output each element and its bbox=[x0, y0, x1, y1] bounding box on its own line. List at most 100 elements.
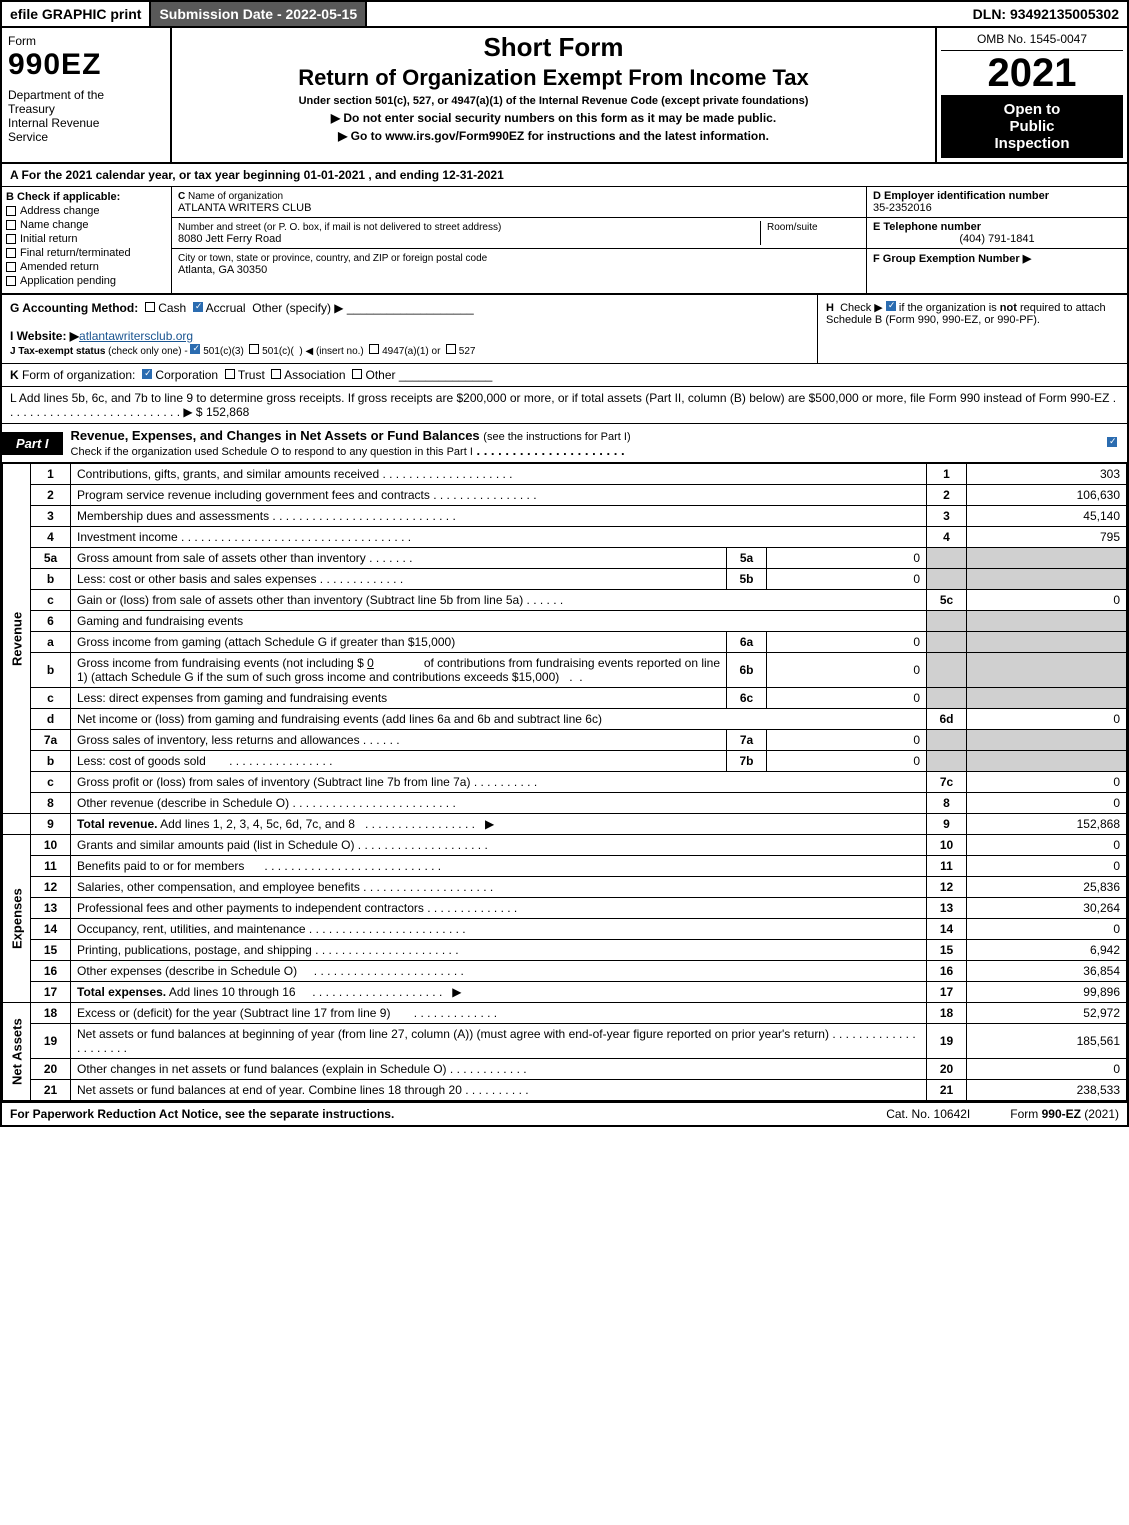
part-1-title: Revenue, Expenses, and Changes in Net As… bbox=[63, 424, 639, 462]
submission-date: Submission Date - 2022-05-15 bbox=[151, 2, 367, 26]
line-17: 17 Total expenses. Add lines 10 through … bbox=[3, 982, 1127, 1003]
city-value: Atlanta, GA 30350 bbox=[178, 264, 267, 276]
section-h: H Check ▶ if the organization is not req… bbox=[817, 295, 1127, 363]
ein-label: D Employer identification number bbox=[873, 190, 1049, 202]
org-name-label: C Name of organization bbox=[178, 191, 283, 202]
line-8: 8 Other revenue (describe in Schedule O)… bbox=[3, 793, 1127, 814]
row-a-tax-year: A For the 2021 calendar year, or tax yea… bbox=[2, 164, 1127, 187]
line-7a: 7a Gross sales of inventory, less return… bbox=[3, 730, 1127, 751]
city-row: City or town, state or province, country… bbox=[172, 249, 866, 279]
dln: DLN: 93492135005302 bbox=[965, 2, 1127, 26]
line-14: 14 Occupancy, rent, utilities, and maint… bbox=[3, 919, 1127, 940]
row-l-amount: 152,868 bbox=[206, 405, 249, 419]
part-1-checkbox[interactable] bbox=[1107, 436, 1127, 450]
checkbox-amended-return[interactable]: Amended return bbox=[6, 261, 167, 273]
line-2: 2 Program service revenue including gove… bbox=[3, 485, 1127, 506]
street-value: 8080 Jett Ferry Road bbox=[178, 233, 281, 245]
line-5a: 5a Gross amount from sale of assets othe… bbox=[3, 548, 1127, 569]
header-left: Form 990EZ Department of theTreasuryInte… bbox=[2, 28, 172, 162]
net-assets-label: Net Assets bbox=[3, 1003, 31, 1101]
section-g: G Accounting Method: Cash Accrual Other … bbox=[2, 295, 817, 363]
line-20: 20 Other changes in net assets or fund b… bbox=[3, 1059, 1127, 1080]
website-label: I Website: ▶ bbox=[10, 329, 79, 343]
form-990ez-page: efile GRAPHIC print Submission Date - 20… bbox=[0, 0, 1129, 1127]
line-6: 6 Gaming and fundraising events bbox=[3, 611, 1127, 632]
part-1-label: Part I bbox=[2, 432, 63, 455]
section-b-header: B Check if applicable: bbox=[6, 191, 167, 203]
header-right: OMB No. 1545-0047 2021 Open toPublicInsp… bbox=[937, 28, 1127, 162]
goto-link[interactable]: ▶ Go to www.irs.gov/Form990EZ for instru… bbox=[180, 129, 927, 143]
department: Department of theTreasuryInternal Revenu… bbox=[8, 88, 164, 144]
footer-form-ref: Form 990-EZ (2021) bbox=[1010, 1107, 1119, 1121]
tax-year: 2021 bbox=[941, 53, 1123, 93]
line-13: 13 Professional fees and other payments … bbox=[3, 898, 1127, 919]
form-header: Form 990EZ Department of theTreasuryInte… bbox=[2, 28, 1127, 164]
expenses-label: Expenses bbox=[3, 835, 31, 1003]
row-l: L Add lines 5b, 6c, and 7b to line 9 to … bbox=[2, 387, 1127, 424]
line-6d: d Net income or (loss) from gaming and f… bbox=[3, 709, 1127, 730]
room-suite-label: Room/suite bbox=[767, 222, 818, 233]
line-15: 15 Printing, publications, postage, and … bbox=[3, 940, 1127, 961]
cash-checkbox[interactable] bbox=[145, 302, 155, 312]
line-18: Net Assets 18 Excess or (deficit) for th… bbox=[3, 1003, 1127, 1024]
phone-label: E Telephone number bbox=[873, 221, 981, 233]
section-c: C Name of organization ATLANTA WRITERS C… bbox=[172, 187, 867, 293]
org-name-row: C Name of organization ATLANTA WRITERS C… bbox=[172, 187, 866, 218]
page-footer: For Paperwork Reduction Act Notice, see … bbox=[2, 1101, 1127, 1125]
accrual-checkbox[interactable] bbox=[193, 302, 203, 312]
org-name: ATLANTA WRITERS CLUB bbox=[178, 202, 311, 214]
line-6b: b Gross income from fundraising events (… bbox=[3, 653, 1127, 688]
no-ssn-note: ▶ Do not enter social security numbers o… bbox=[180, 111, 927, 125]
section-e: E Telephone number (404) 791-1841 bbox=[867, 218, 1127, 249]
revenue-label: Revenue bbox=[3, 464, 31, 814]
top-bar: efile GRAPHIC print Submission Date - 20… bbox=[2, 2, 1127, 28]
short-form-title: Short Form bbox=[180, 32, 927, 63]
section-f: F Group Exemption Number ▶ bbox=[867, 249, 1127, 268]
under-section: Under section 501(c), 527, or 4947(a)(1)… bbox=[180, 95, 927, 107]
footer-left: For Paperwork Reduction Act Notice, see … bbox=[10, 1107, 394, 1121]
omb-number: OMB No. 1545-0047 bbox=[941, 32, 1123, 51]
row-k: K Form of organization: Corporation Trus… bbox=[2, 364, 1127, 387]
open-to-public: Open toPublicInspection bbox=[941, 95, 1123, 158]
irs-link[interactable]: www.irs.gov/Form990EZ bbox=[385, 129, 524, 143]
checkbox-name-change[interactable]: Name change bbox=[6, 219, 167, 231]
checkbox-final-return[interactable]: Final return/terminated bbox=[6, 247, 167, 259]
line-19: 19 Net assets or fund balances at beginn… bbox=[3, 1024, 1127, 1059]
group-exemption-label: F Group Exemption Number ▶ bbox=[873, 253, 1031, 265]
line-10: Expenses 10 Grants and similar amounts p… bbox=[3, 835, 1127, 856]
form-label: Form bbox=[8, 34, 164, 48]
corporation-checkbox[interactable] bbox=[142, 369, 152, 379]
line-9: 9 Total revenue. Add lines 1, 2, 3, 4, 5… bbox=[3, 814, 1127, 835]
checkbox-application-pending[interactable]: Application pending bbox=[6, 275, 167, 287]
part-1-table: Revenue 1 Contributions, gifts, grants, … bbox=[2, 463, 1127, 1101]
city-label: City or town, state or province, country… bbox=[178, 253, 487, 264]
phone-value: (404) 791-1841 bbox=[873, 233, 1121, 245]
501c3-checkbox[interactable] bbox=[190, 344, 200, 354]
return-title: Return of Organization Exempt From Incom… bbox=[180, 65, 927, 91]
form-number: 990EZ bbox=[8, 48, 164, 82]
checkbox-initial-return[interactable]: Initial return bbox=[6, 233, 167, 245]
line-12: 12 Salaries, other compensation, and emp… bbox=[3, 877, 1127, 898]
part-1-check-text: Check if the organization used Schedule … bbox=[71, 446, 473, 458]
section-b-through-f: B Check if applicable: Address change Na… bbox=[2, 187, 1127, 295]
row-l-text: L Add lines 5b, 6c, and 7b to line 9 to … bbox=[10, 391, 1116, 419]
line-6c: c Less: direct expenses from gaming and … bbox=[3, 688, 1127, 709]
schedule-b-checkbox[interactable] bbox=[886, 301, 896, 311]
line-11: 11 Benefits paid to or for members . . .… bbox=[3, 856, 1127, 877]
row-j: J Tax-exempt status (check only one) - 5… bbox=[10, 346, 475, 357]
checkbox-address-change[interactable]: Address change bbox=[6, 205, 167, 217]
line-5c: c Gain or (loss) from sale of assets oth… bbox=[3, 590, 1127, 611]
line-6a: a Gross income from gaming (attach Sched… bbox=[3, 632, 1127, 653]
line-1: Revenue 1 Contributions, gifts, grants, … bbox=[3, 464, 1127, 485]
line-16: 16 Other expenses (describe in Schedule … bbox=[3, 961, 1127, 982]
section-d-e-f: D Employer identification number 35-2352… bbox=[867, 187, 1127, 293]
efile-label: efile GRAPHIC print bbox=[2, 2, 151, 26]
ein-value: 35-2352016 bbox=[873, 202, 932, 214]
website-link[interactable]: atlantawritersclub.org bbox=[79, 329, 193, 343]
street-label: Number and street (or P. O. box, if mail… bbox=[178, 222, 501, 233]
street-row: Number and street (or P. O. box, if mail… bbox=[172, 218, 866, 249]
line-21: 21 Net assets or fund balances at end of… bbox=[3, 1080, 1127, 1101]
line-4: 4 Investment income . . . . . . . . . . … bbox=[3, 527, 1127, 548]
line-7b: b Less: cost of goods sold . . . . . . .… bbox=[3, 751, 1127, 772]
header-center: Short Form Return of Organization Exempt… bbox=[172, 28, 937, 162]
